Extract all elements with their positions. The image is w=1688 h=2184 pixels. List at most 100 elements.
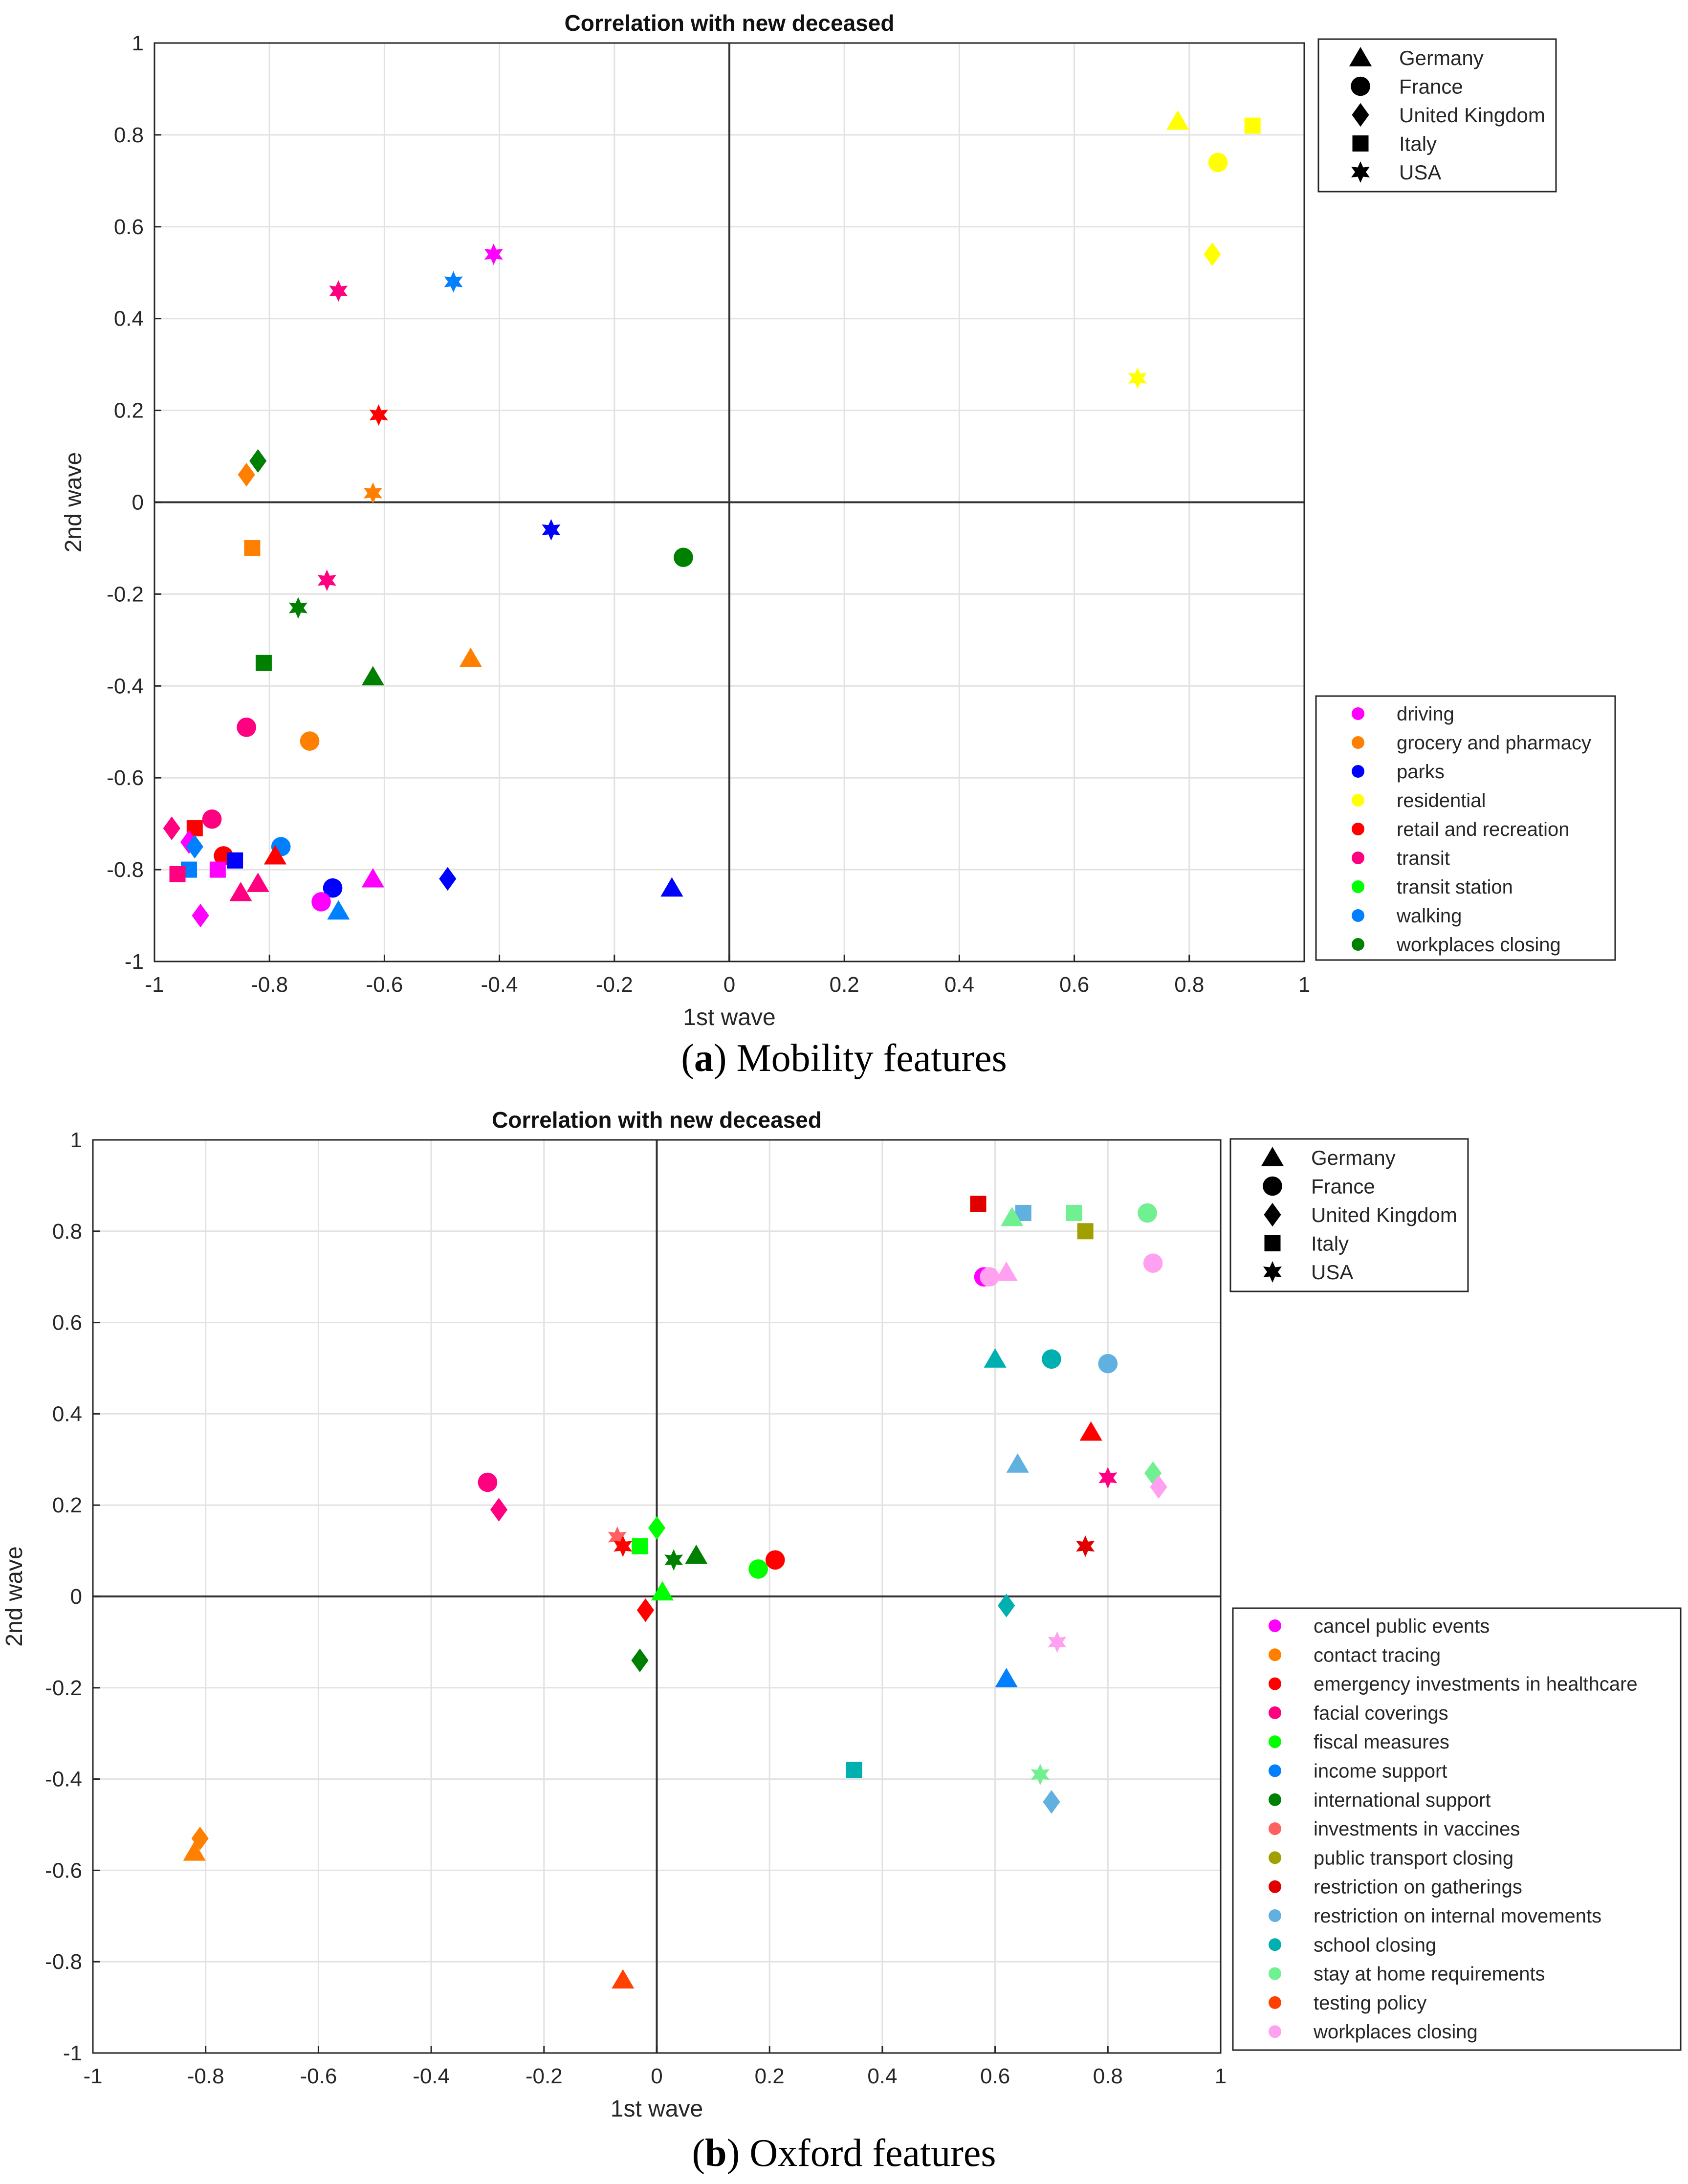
color-legend-label: restriction on gatherings	[1314, 1877, 1522, 1898]
color-legend-label: testing policy	[1314, 1992, 1426, 2014]
legend-dot-icon	[1269, 1764, 1281, 1777]
color-legend	[1232, 1607, 1682, 2051]
data-point	[192, 903, 209, 928]
legend-star-icon	[1351, 161, 1370, 183]
shape-legend-label: Italy	[1311, 1232, 1349, 1255]
data-point	[300, 731, 320, 751]
data-point	[1076, 1535, 1095, 1557]
data-point	[246, 873, 269, 892]
x-tick-label: 0.4	[944, 973, 974, 997]
x-tick-label: 0.6	[1059, 973, 1089, 997]
data-point	[1077, 1223, 1094, 1240]
y-tick-label: 0	[132, 491, 144, 515]
data-point	[444, 271, 463, 293]
chart-title: Correlation with new deceased	[492, 1107, 822, 1133]
x-tick-label: 1	[1298, 973, 1310, 997]
y-tick-label: 0.6	[114, 215, 144, 239]
legend-circle-icon	[1351, 76, 1370, 96]
legend-dot-icon	[1352, 852, 1364, 864]
color-legend-label: driving	[1397, 703, 1454, 725]
legend-star-icon	[1263, 1261, 1282, 1283]
color-legend-label: restriction on internal movements	[1314, 1905, 1601, 1927]
y-axis-label: 2nd wave	[1, 1546, 27, 1646]
color-legend-label: workplaces closing	[1313, 2021, 1478, 2043]
data-point	[1098, 1467, 1118, 1489]
data-point	[1208, 153, 1228, 173]
data-point	[323, 878, 343, 898]
legend-dot-icon	[1269, 1851, 1281, 1864]
x-tick-label: -0.4	[413, 2064, 450, 2088]
legend-dot-icon	[1352, 880, 1364, 893]
data-point	[846, 1762, 862, 1778]
y-tick-label: 0.4	[114, 307, 144, 331]
x-tick-label: 0	[651, 2064, 662, 2088]
data-point	[998, 1594, 1015, 1617]
legend-triangle-icon	[1261, 1147, 1284, 1166]
data-point	[1030, 1764, 1050, 1786]
color-legend-label: workplaces closing	[1396, 934, 1561, 956]
color-legend-label: investments in vaccines	[1314, 1818, 1520, 1840]
color-legend	[1315, 695, 1616, 961]
x-tick-label: 0.6	[980, 2064, 1010, 2088]
data-point	[229, 882, 252, 901]
x-tick-label: 0.8	[1174, 973, 1204, 997]
y-tick-label: 0.2	[114, 399, 144, 423]
chart-title: Correlation with new deceased	[565, 10, 895, 36]
data-point	[1079, 1421, 1102, 1441]
data-point	[244, 540, 261, 556]
data-point	[660, 877, 683, 897]
shape-legend-label: Germany	[1311, 1146, 1396, 1169]
data-point	[237, 718, 256, 737]
x-tick-label: 1	[1215, 2064, 1227, 2088]
y-tick-label: 0.8	[114, 123, 144, 147]
data-point	[1138, 1203, 1157, 1223]
data-point	[608, 1526, 627, 1548]
legend-dot-icon	[1352, 794, 1364, 807]
data-point	[183, 1841, 206, 1861]
caption-b-letter: b	[705, 2132, 727, 2175]
shape-legend-label: United Kingdom	[1311, 1203, 1457, 1226]
color-legend-label: parks	[1397, 761, 1445, 783]
color-legend-label: emergency investments in healthcare	[1314, 1674, 1638, 1695]
data-point	[288, 597, 308, 619]
x-tick-label: 0.8	[1093, 2064, 1123, 2088]
data-point	[439, 867, 457, 891]
color-legend-label: contact tracing	[1314, 1644, 1441, 1666]
data-point	[169, 866, 186, 882]
data-point	[970, 1196, 986, 1212]
data-point	[1066, 1204, 1082, 1221]
data-point	[1204, 242, 1221, 266]
data-point	[484, 243, 503, 265]
legend-circle-icon	[1263, 1176, 1282, 1196]
color-legend-label: grocery and pharmacy	[1397, 732, 1591, 754]
data-point	[329, 280, 348, 302]
color-legend-label: walking	[1396, 905, 1462, 927]
caption-b: (b) Oxford features	[692, 2132, 996, 2175]
y-tick-label: 0.6	[52, 1311, 82, 1335]
y-tick-label: -0.8	[107, 858, 144, 882]
color-legend-label: school closing	[1314, 1934, 1436, 1956]
y-axis-label: 2nd wave	[61, 452, 87, 552]
color-legend-label: retail and recreation	[1397, 819, 1570, 840]
data-point	[263, 845, 287, 865]
figure-b: -1 -1 -0.8 -0.8 -0.6 -0.6 -0.4 -0.4 -0.2 -0.2 0 0 0.…	[0, 1095, 1688, 2184]
data-point	[186, 834, 203, 859]
legend-dot-icon	[1269, 1648, 1281, 1661]
data-point	[612, 1969, 635, 1989]
data-point	[1150, 1475, 1167, 1499]
legend-dot-icon	[1352, 707, 1364, 720]
y-tick-label: -1	[125, 950, 144, 974]
legend-dot-icon	[1269, 1677, 1281, 1690]
x-tick-label: -0.2	[526, 2064, 563, 2088]
data-point	[1128, 367, 1147, 389]
x-axis-label: 1st wave	[611, 2096, 703, 2122]
caption-b-text: Oxford features	[749, 2132, 996, 2175]
legend-dot-icon	[1269, 1706, 1281, 1719]
y-tick-label: -1	[63, 2041, 82, 2065]
data-point	[636, 1598, 655, 1622]
legend-dot-icon	[1269, 1793, 1281, 1806]
data-point	[685, 1544, 708, 1564]
y-tick-label: -0.6	[45, 1858, 82, 1882]
legend-dot-icon	[1269, 2025, 1281, 2038]
y-tick-label: -0.8	[45, 1950, 82, 1974]
